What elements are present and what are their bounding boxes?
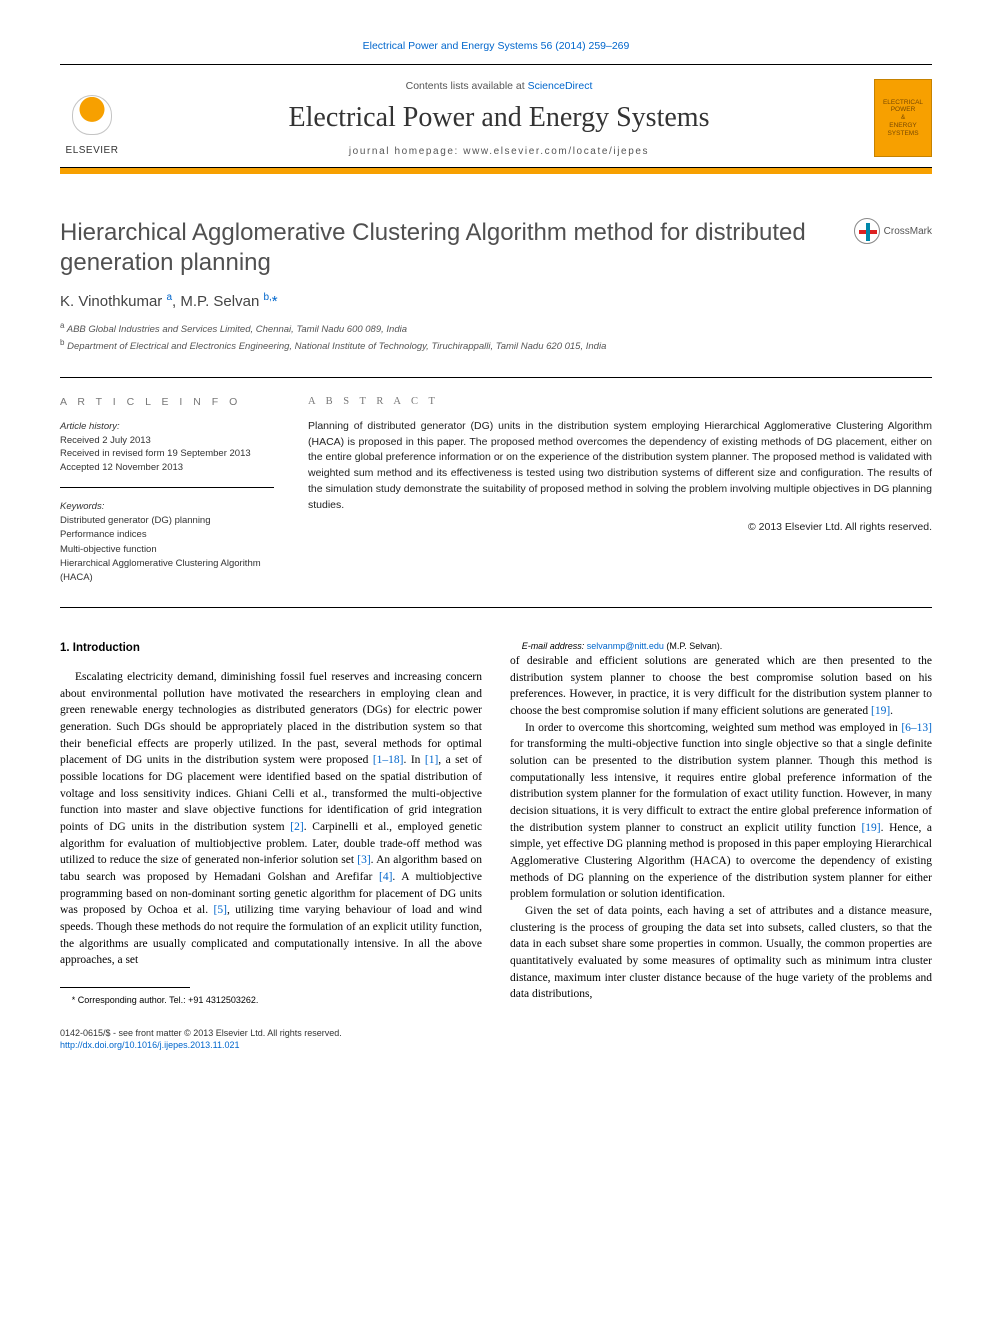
header-accent-bar	[60, 168, 932, 174]
footnote-separator	[60, 987, 190, 988]
abstract-heading: A B S T R A C T	[308, 396, 932, 407]
body-paragraph: Given the set of data points, each havin…	[510, 903, 932, 1003]
abstract-copyright: © 2013 Elsevier Ltd. All rights reserved…	[308, 521, 932, 533]
journal-reference: Electrical Power and Energy Systems 56 (…	[60, 40, 932, 52]
keyword: Distributed generator (DG) planning	[60, 515, 211, 526]
article-info-column: A R T I C L E I N F O Article history: R…	[60, 396, 274, 586]
footnote-email-label: E-mail address:	[522, 641, 587, 651]
article-info-heading: A R T I C L E I N F O	[60, 396, 274, 408]
page-footer: 0142-0615/$ - see front matter © 2013 El…	[60, 1027, 932, 1052]
abstract-text: Planning of distributed generator (DG) u…	[308, 419, 932, 514]
crossmark-widget[interactable]: CrossMark	[854, 218, 932, 244]
elsevier-logo: ELSEVIER	[60, 80, 124, 156]
history-line: Accepted 12 November 2013	[60, 462, 183, 473]
cover-line: &	[901, 114, 905, 122]
cover-line: SYSTEMS	[887, 130, 918, 138]
footnote-corresponding: * Corresponding author. Tel.: +91 431250…	[60, 994, 482, 1007]
keyword: Multi-objective function	[60, 544, 157, 555]
history-line: Received in revised form 19 September 20…	[60, 448, 251, 459]
contents-prefix: Contents lists available at	[406, 80, 528, 92]
article-history: Article history: Received 2 July 2013 Re…	[60, 420, 274, 488]
footer-copyright: 0142-0615/$ - see front matter © 2013 El…	[60, 1027, 932, 1040]
cover-line: POWER	[891, 106, 916, 114]
author-list: K. Vinothkumar a, M.P. Selvan b,*	[60, 292, 932, 310]
journal-homepage: journal homepage: www.elsevier.com/locat…	[124, 146, 874, 157]
journal-header: ELSEVIER Contents lists available at Sci…	[60, 64, 932, 168]
journal-title: Electrical Power and Energy Systems	[124, 102, 874, 134]
keyword: Hierarchical Agglomerative Clustering Al…	[60, 558, 261, 583]
keyword: Performance indices	[60, 529, 147, 540]
affiliations: a ABB Global Industries and Services Lim…	[60, 320, 932, 355]
article-history-label: Article history:	[60, 421, 120, 432]
cover-line: ELECTRICAL	[883, 99, 923, 107]
body-text: 1. Introduction Escalating electricity d…	[60, 640, 932, 1006]
keywords-block: Keywords: Distributed generator (DG) pla…	[60, 500, 274, 586]
crossmark-icon	[854, 218, 880, 244]
footer-doi-link[interactable]: http://dx.doi.org/10.1016/j.ijepes.2013.…	[60, 1040, 239, 1050]
sciencedirect-link[interactable]: ScienceDirect	[528, 80, 593, 92]
footnote-email-link[interactable]: selvanmp@nitt.edu	[587, 641, 664, 651]
footnote-email: E-mail address: selvanmp@nitt.edu (M.P. …	[510, 640, 932, 653]
header-center: Contents lists available at ScienceDirec…	[124, 80, 874, 157]
body-paragraph: In order to overcome this shortcoming, w…	[510, 720, 932, 903]
elsevier-wordmark: ELSEVIER	[66, 145, 119, 156]
elsevier-tree-icon	[64, 87, 120, 143]
journal-cover-thumb: ELECTRICAL POWER & ENERGY SYSTEMS	[874, 79, 932, 157]
paper-title: Hierarchical Agglomerative Clustering Al…	[60, 218, 842, 278]
keywords-label: Keywords:	[60, 501, 104, 512]
history-line: Received 2 July 2013	[60, 435, 151, 446]
footnote-email-suffix: (M.P. Selvan).	[664, 641, 722, 651]
cover-line: ENERGY	[889, 122, 916, 130]
abstract-column: A B S T R A C T Planning of distributed …	[308, 396, 932, 586]
info-abstract-row: A R T I C L E I N F O Article history: R…	[60, 377, 932, 609]
contents-line: Contents lists available at ScienceDirec…	[124, 80, 874, 92]
crossmark-label: CrossMark	[884, 226, 932, 237]
section-heading: 1. Introduction	[60, 640, 482, 657]
body-paragraph: Escalating electricity demand, diminishi…	[60, 669, 482, 969]
body-paragraph: of desirable and efficient solutions are…	[510, 653, 932, 720]
